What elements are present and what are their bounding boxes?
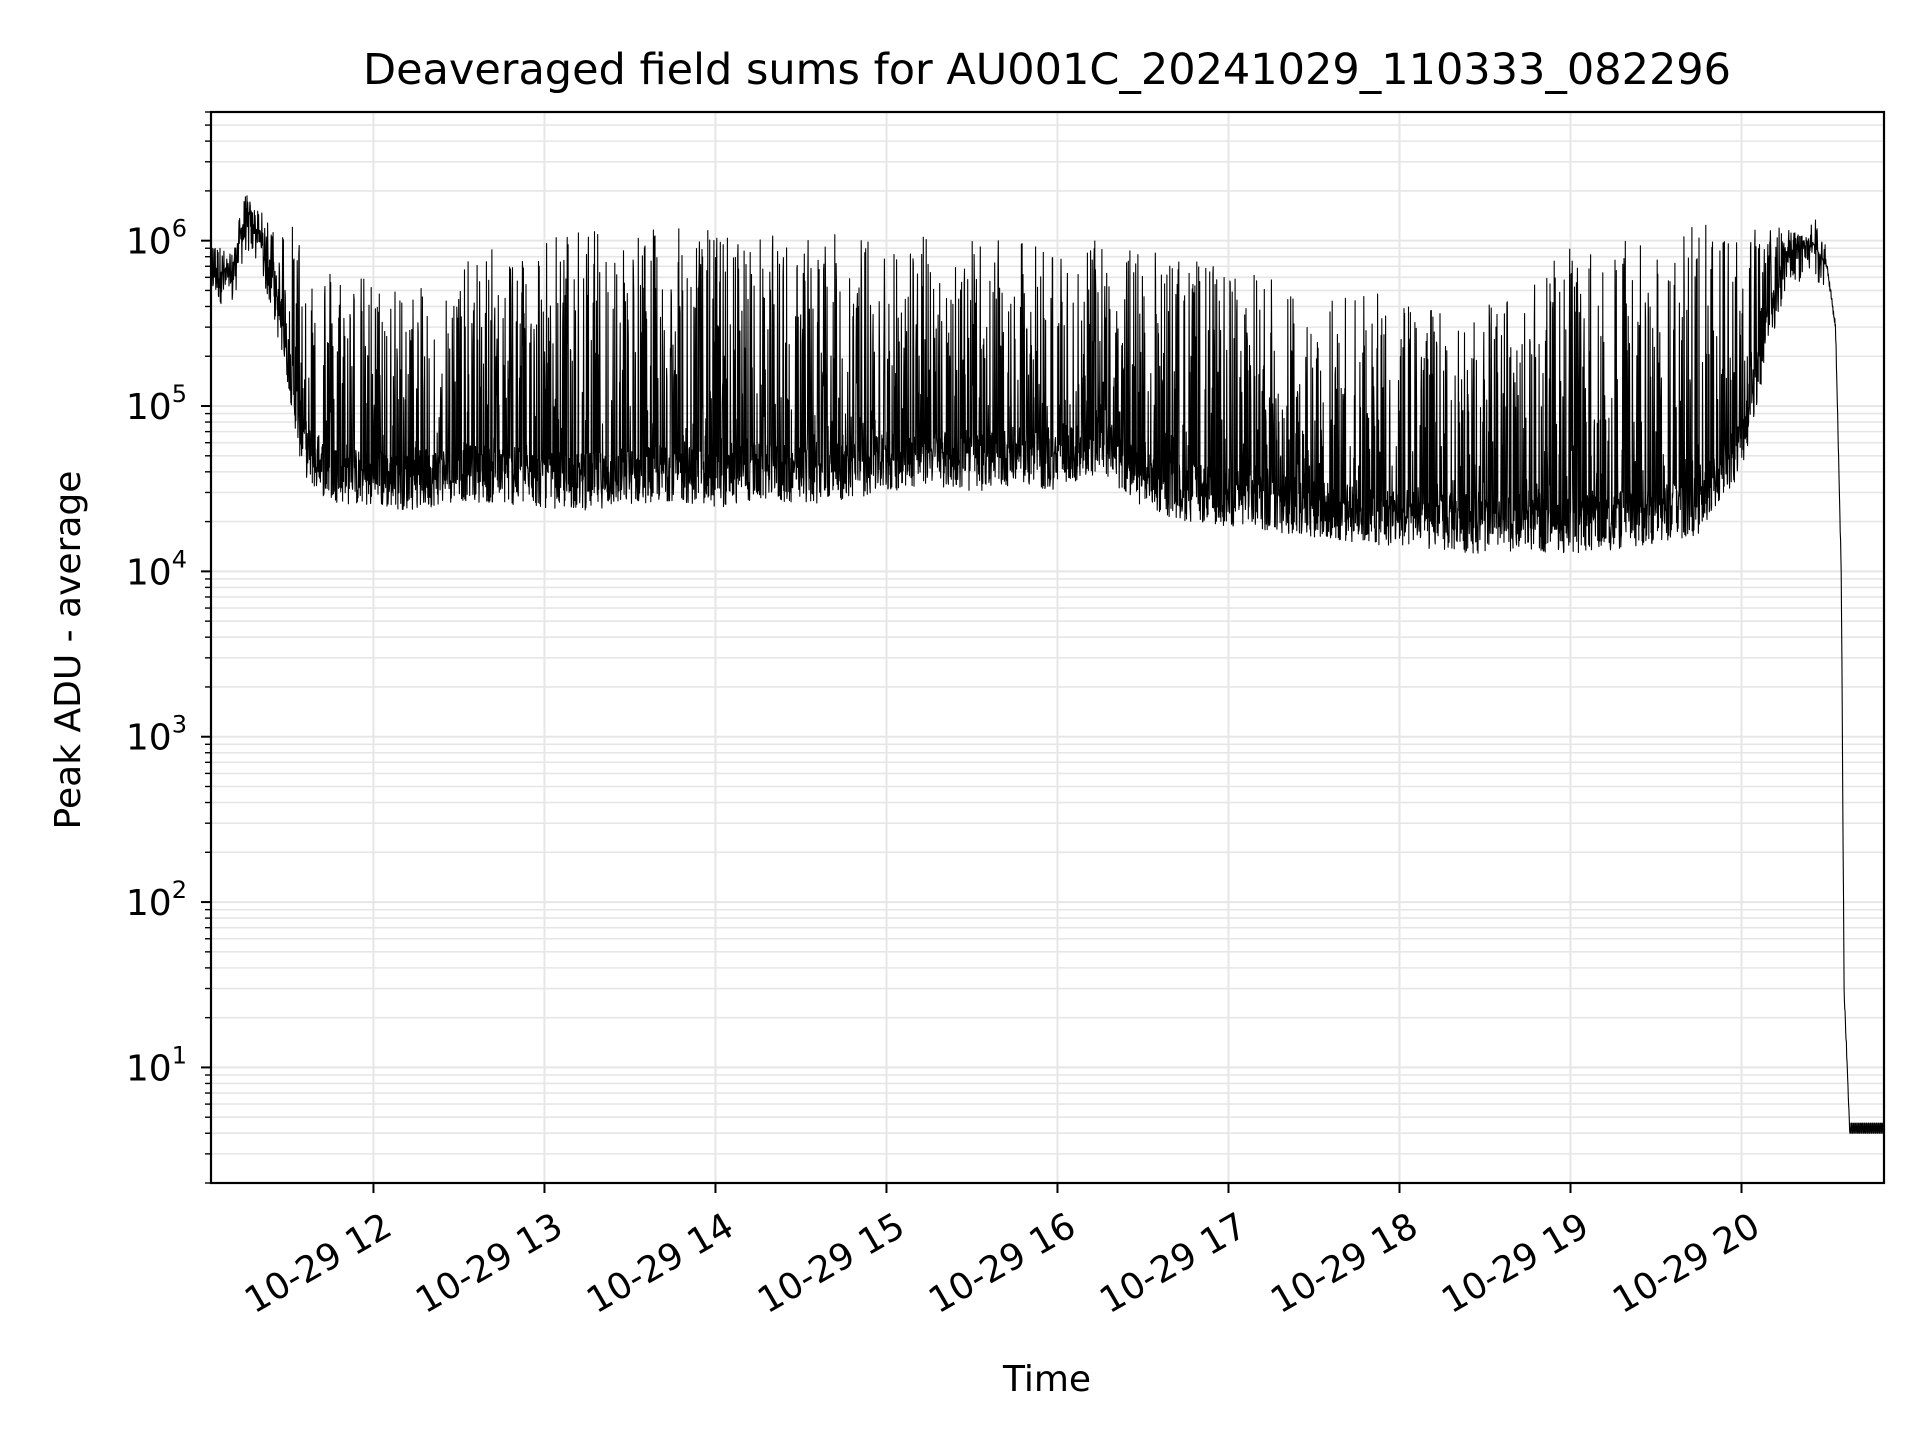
y-tick-label: 105	[126, 380, 187, 428]
plot-frame	[209, 110, 1886, 1185]
tick-layer: 10-29 12 10-29 13 10-29 14 10-29 15 10-29 16…	[126, 111, 1767, 1322]
y-tick-label: 101	[126, 1041, 187, 1089]
x-tick-label: 10-29 20	[1606, 1205, 1767, 1321]
series-line	[210, 195, 1885, 1134]
y-axis-label: Peak ADU - average	[48, 471, 89, 830]
x-tick-label: 10-29 13	[409, 1205, 570, 1321]
chart-title: Deaveraged field sums for AU001C_2024102…	[363, 45, 1731, 95]
x-tick-label: 10-29 18	[1264, 1205, 1425, 1321]
y-tick-label: 106	[126, 215, 187, 263]
series-layer	[210, 195, 1885, 1134]
y-tick-label: 102	[126, 876, 187, 924]
x-tick-label: 10-29 15	[751, 1205, 912, 1321]
x-tick-label: 10-29 16	[922, 1205, 1083, 1321]
x-tick-label: 10-29 14	[580, 1205, 741, 1321]
x-tick-label: 10-29 17	[1093, 1205, 1254, 1321]
x-tick-label: 10-29 19	[1435, 1205, 1596, 1321]
grid-layer	[211, 111, 1884, 1184]
x-axis-label: Time	[1002, 1359, 1091, 1400]
axes-layer	[209, 110, 1886, 1185]
y-tick-label: 104	[126, 545, 187, 593]
y-tick-label: 103	[126, 711, 187, 759]
x-tick-label: 10-29 12	[238, 1205, 399, 1321]
